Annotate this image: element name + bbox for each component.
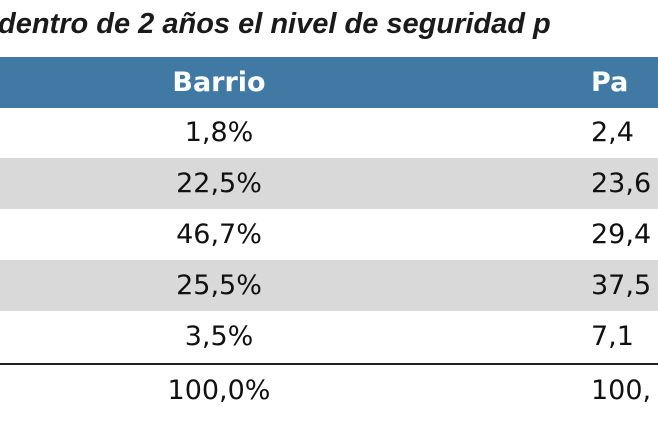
cell: 100, bbox=[591, 375, 652, 406]
table-row: 3,5% 7,1 bbox=[0, 311, 658, 362]
cell: 29,4 bbox=[591, 219, 652, 250]
cell: 37,5 bbox=[591, 270, 652, 301]
cell: 22,5% bbox=[176, 168, 262, 199]
cell: Pa bbox=[591, 67, 629, 98]
cell: 2,4 bbox=[591, 117, 634, 148]
cell: 25,5% bbox=[176, 270, 262, 301]
table-row: 25,5% 37,5 bbox=[0, 260, 658, 311]
table-row: 22,5% 23,6 bbox=[0, 158, 658, 209]
table-row: 46,7% 29,4 bbox=[0, 209, 658, 260]
cell: 7,1 bbox=[591, 321, 634, 352]
table-row: 1,8% 2,4 bbox=[0, 107, 658, 158]
header-row: Barrio Pa bbox=[0, 57, 658, 108]
total-row: 100,0% 100, bbox=[0, 363, 658, 416]
title: dentro de 2 años el nivel de seguridad p bbox=[0, 8, 551, 40]
cell: Barrio bbox=[172, 67, 266, 98]
cell: 46,7% bbox=[176, 219, 262, 250]
cell: 23,6 bbox=[591, 168, 652, 199]
cell: 3,5% bbox=[184, 321, 254, 352]
cell: 1,8% bbox=[184, 117, 254, 148]
cell: 100,0% bbox=[167, 375, 271, 406]
